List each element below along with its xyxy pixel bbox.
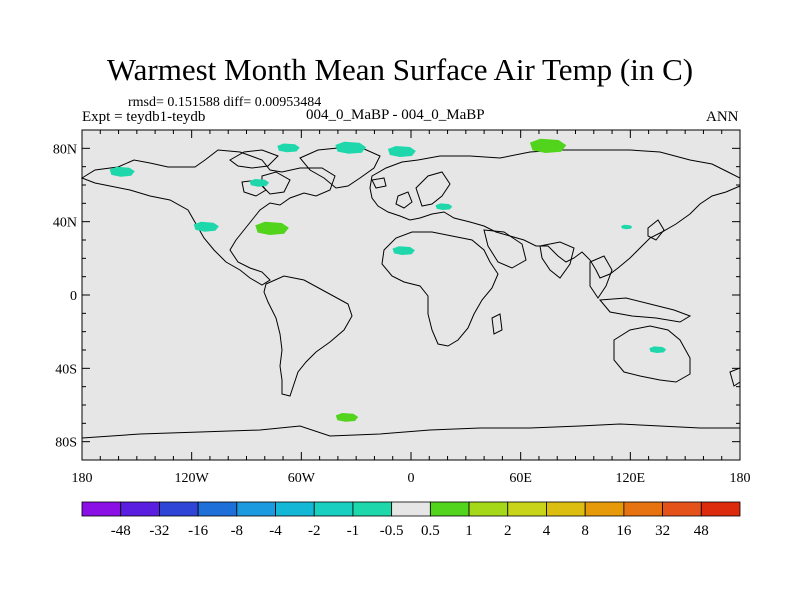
- coastline-iceland: [371, 177, 387, 189]
- colorbar-box: [197, 501, 238, 517]
- coastline-arctic-islands: [229, 149, 279, 169]
- colorbar-label: 16: [616, 523, 632, 539]
- colorbar-box: [120, 501, 160, 517]
- colorbar-box: [700, 501, 741, 517]
- stats-label: rmsd= 0.151588 diff= 0.00953484: [128, 95, 322, 110]
- colorbar-label: 32: [655, 523, 670, 539]
- anomaly-patch: [335, 413, 359, 422]
- coastline-madagascar: [491, 313, 503, 335]
- coastline-eurasia: [369, 149, 741, 279]
- coastline-japan: [647, 219, 665, 241]
- colorbar-label: -2: [308, 523, 321, 539]
- y-tick-label: 80N: [53, 142, 77, 157]
- x-tick-label: 60E: [509, 471, 532, 486]
- anomaly-patch: [193, 221, 219, 232]
- colorbar-box: [159, 501, 199, 517]
- colorbar-box: [662, 501, 702, 517]
- x-tick-label: 0: [408, 471, 415, 486]
- anomaly-patch: [387, 146, 416, 157]
- anomaly-patch: [649, 346, 667, 353]
- colorbar-box: [468, 501, 509, 517]
- coastline-scandinavia: [415, 171, 451, 207]
- anomaly-patch: [529, 138, 567, 153]
- anomaly-patch: [392, 246, 415, 255]
- coastline-greenland: [299, 147, 381, 189]
- colorbar-label: 8: [581, 523, 589, 539]
- anomaly-patch: [109, 166, 135, 177]
- anomaly-patches: [109, 138, 667, 422]
- anomaly-patch: [621, 224, 633, 230]
- coastline-arabia: [483, 229, 527, 269]
- colorbar-box: [507, 501, 547, 517]
- coastline-africa: [381, 231, 499, 347]
- colorbar-box: [81, 501, 122, 517]
- colorbar-box: [623, 501, 663, 517]
- colorbar-box: [546, 501, 586, 517]
- anomaly-patch: [255, 221, 289, 235]
- colorbar-label: -32: [149, 523, 169, 539]
- colorbar-label: -1: [347, 523, 360, 539]
- period-label: 004_0_MaBP - 004_0_MaBP: [306, 107, 485, 123]
- colorbar-label: 2: [504, 523, 512, 539]
- colorbar-label: -8: [231, 523, 244, 539]
- x-tick-label: 60W: [288, 471, 316, 486]
- colorbar-box: [429, 501, 470, 517]
- coastline-india: [539, 241, 575, 279]
- coastline-australia: [613, 325, 691, 383]
- plot-title: Warmest Month Mean Surface Air Temp (in …: [106, 52, 694, 87]
- y-tick-label: 40S: [55, 362, 77, 377]
- y-tick-label: 40N: [53, 216, 77, 231]
- anomaly-patch: [249, 179, 270, 187]
- colorbar-label: 1: [465, 523, 473, 539]
- colorbar-box: [275, 501, 315, 517]
- x-tick-label: 180: [730, 471, 751, 486]
- axis-ticks: 80N 40N 0 40S 80S 180 120W 60W 0 60E 120E 180: [53, 129, 751, 486]
- experiment-label: Expt = teydb1-teydb: [82, 109, 206, 125]
- colorbar-label: -4: [269, 523, 282, 539]
- anomaly-patch: [277, 143, 300, 153]
- colorbar-box: [352, 501, 393, 517]
- colorbar-box: [313, 501, 354, 517]
- x-tick-label: 120W: [175, 471, 210, 486]
- colorbar-label: 48: [694, 523, 709, 539]
- colorbar-label: -16: [188, 523, 208, 539]
- y-tick-label: 0: [70, 289, 77, 304]
- colorbar-label: 0.5: [421, 523, 440, 539]
- x-tick-label: 120E: [616, 471, 646, 486]
- coastline-british-isles: [395, 191, 413, 209]
- x-tick-label: 180: [72, 471, 93, 486]
- colorbar-label: -48: [111, 523, 131, 539]
- colorbar: -48 -32 -16 -8 -4 -2 -1 -0.5 0.5 1 2 4 8 16 32 48: [81, 501, 741, 539]
- map-background: [82, 130, 740, 460]
- anomaly-patch: [335, 141, 367, 154]
- colorbar-box: [391, 501, 431, 517]
- colorbar-label: 4: [543, 523, 551, 539]
- coastline-indonesia: [598, 297, 692, 323]
- anomaly-patch: [435, 203, 453, 210]
- coastline-south-america: [263, 275, 353, 397]
- colorbar-label: -0.5: [380, 523, 404, 539]
- colorbar-box: [584, 501, 625, 517]
- season-label: ANN: [706, 109, 739, 125]
- coastline-se-asia: [589, 255, 613, 299]
- coastline-antarctica: [81, 423, 740, 439]
- y-tick-label: 80S: [55, 436, 77, 451]
- colorbar-box: [236, 501, 276, 517]
